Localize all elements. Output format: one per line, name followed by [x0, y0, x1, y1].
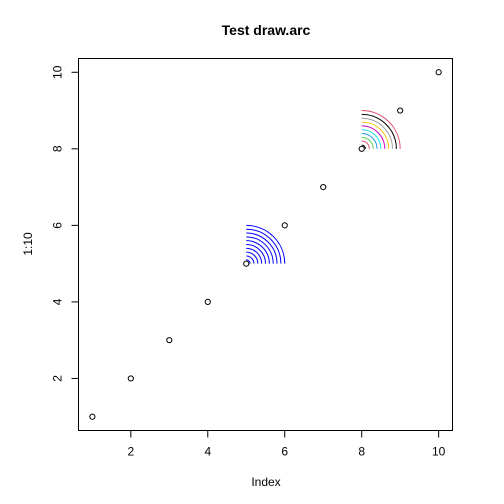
x-axis: 2 4 6 8 10	[127, 430, 446, 459]
arc	[246, 240, 270, 264]
arc-layer	[246, 110, 401, 264]
x-tick-label: 8	[358, 445, 365, 459]
x-tick-label: 4	[204, 445, 211, 459]
data-point	[281, 222, 288, 229]
points-layer	[89, 69, 442, 420]
data-point	[358, 145, 365, 152]
data-point	[320, 183, 327, 191]
arc	[361, 140, 370, 149]
data-point	[435, 69, 442, 76]
arc	[246, 232, 278, 264]
data-point	[204, 298, 211, 306]
x-tick-label: 6	[281, 445, 288, 459]
y-axis: 2 4 6 8 10	[51, 65, 79, 382]
x-tick-label: 10	[432, 445, 446, 459]
data-point	[397, 107, 404, 114]
arc	[361, 110, 401, 149]
y-tick-label: 6	[51, 222, 65, 229]
arc	[246, 224, 286, 264]
arc	[246, 259, 251, 264]
y-axis-label: 1:10	[21, 232, 35, 256]
y-tick-label: 2	[51, 375, 65, 382]
chart-title: Test draw.arc	[222, 22, 311, 38]
arc	[361, 113, 397, 149]
data-point	[243, 260, 250, 267]
arc	[361, 129, 382, 149]
arc	[246, 247, 263, 264]
x-axis-label: Index	[251, 475, 280, 489]
y-tick-label: 4	[51, 298, 65, 305]
data-point	[166, 337, 173, 344]
arc	[361, 144, 367, 149]
data-point	[89, 413, 96, 420]
arc	[361, 121, 390, 149]
arc	[246, 236, 274, 264]
arc	[361, 117, 393, 149]
y-tick-label: 10	[51, 65, 65, 79]
arc	[246, 244, 266, 264]
arc	[361, 136, 374, 149]
arc	[361, 133, 378, 149]
y-tick-label: 8	[51, 145, 65, 152]
x-tick-label: 2	[127, 445, 134, 459]
arc	[246, 255, 255, 264]
arc	[361, 125, 386, 149]
data-point	[127, 375, 134, 382]
arc	[246, 228, 282, 264]
arc	[246, 251, 259, 264]
